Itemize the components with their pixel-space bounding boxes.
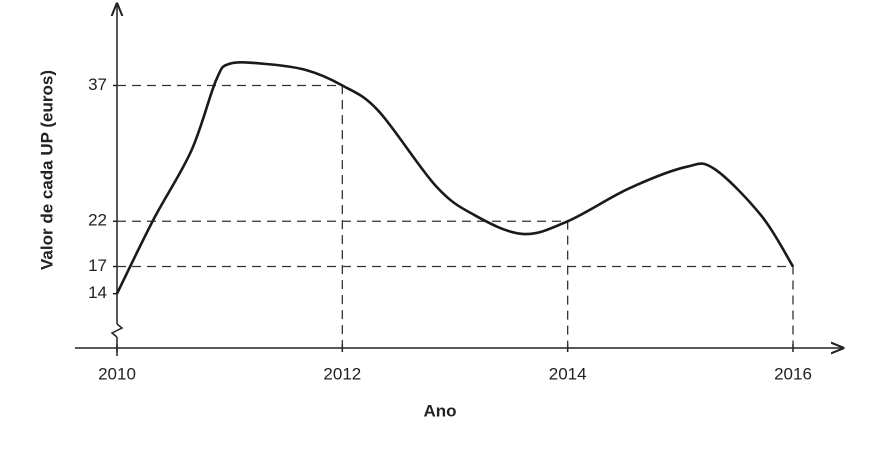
x-tick-label: 2010 [98, 364, 136, 383]
guide-line [117, 265, 794, 348]
y-tick-label: 17 [88, 256, 107, 275]
y-tick-label: 14 [88, 283, 107, 302]
x-axis-label: Ano [423, 401, 456, 420]
axis-break [110, 323, 124, 338]
data-line [115, 60, 795, 295]
x-tick-label: 2012 [323, 364, 361, 383]
y-axis-label: Valor de cada UP (euros) [37, 70, 56, 270]
x-tick-label: 2014 [549, 364, 587, 383]
y-tick-label: 22 [88, 211, 107, 230]
y-tick-label: 37 [88, 75, 107, 94]
x-tick-label: 2016 [774, 364, 812, 383]
guide-line [117, 84, 343, 348]
